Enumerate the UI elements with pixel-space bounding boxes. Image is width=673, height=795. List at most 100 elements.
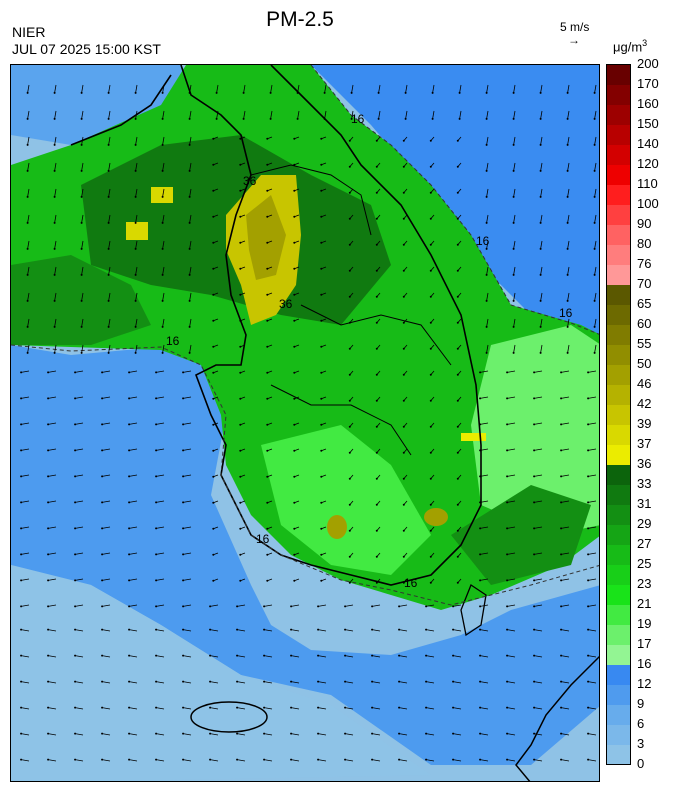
wind-arrow	[540, 344, 543, 353]
colorbar-segment	[607, 504, 630, 525]
wind-arrow-head	[290, 605, 293, 608]
wind-arrow-head	[74, 628, 77, 631]
wind-arrow	[405, 84, 408, 93]
wind-arrow-head	[566, 117, 569, 120]
wind-arrow-head	[425, 758, 428, 761]
wind-arrow-head	[506, 579, 509, 582]
wind-arrow-head	[188, 351, 191, 354]
colorbar-segment	[607, 684, 630, 705]
pm25-map[interactable]: 16 16 16 16 16 36 36 16	[10, 64, 600, 782]
wind-arrow-head	[429, 529, 432, 532]
wind-arrow	[318, 707, 327, 710]
wind-arrow-head	[155, 527, 158, 530]
wind-arrow-head	[182, 628, 185, 631]
wind-arrow	[135, 344, 138, 353]
wind-arrow-head	[398, 706, 401, 709]
wind-arrow	[513, 266, 516, 275]
wind-arrow-head	[479, 628, 482, 631]
wind-arrow-head	[456, 425, 459, 428]
unit-exponent: 3	[642, 38, 648, 48]
wind-arrow-head	[371, 605, 374, 608]
wind-arrow-head	[101, 628, 104, 631]
wind-arrow	[156, 474, 165, 477]
wind-arrow-head	[429, 373, 432, 376]
wind-arrow-head	[344, 758, 347, 761]
wind-arrow-head	[587, 732, 590, 735]
wind-arrow-head	[512, 169, 515, 172]
wind-arrow-head	[101, 732, 104, 735]
wind-arrow	[75, 526, 84, 529]
wind-arrow-head	[161, 247, 164, 250]
wind-arrow	[426, 655, 435, 658]
colorbar-tick-label: 50	[637, 356, 652, 371]
wind-arrow-head	[566, 351, 569, 354]
wind-arrow-head	[348, 217, 351, 220]
wind-arrow-head	[290, 654, 293, 657]
wind-arrow	[480, 759, 489, 762]
wind-arrow-head	[375, 295, 378, 298]
wind-arrow	[507, 448, 516, 451]
wind-arrow-head	[236, 680, 239, 683]
wind-arrow	[189, 162, 192, 171]
wind-arrow-head	[182, 475, 185, 478]
wind-arrow-head	[266, 579, 269, 582]
wind-arrow-head	[533, 475, 536, 478]
wind-arrow	[135, 214, 138, 223]
wind-arrow-head	[560, 654, 563, 657]
wind-arrow-head	[566, 299, 569, 302]
wind-arrow-head	[375, 321, 378, 324]
colorbar-segment	[607, 324, 630, 346]
wind-arrow-head	[506, 706, 509, 709]
wind-arrow-head	[425, 706, 428, 709]
wind-arrow-head	[20, 654, 23, 657]
wind-arrow	[567, 136, 570, 145]
wind-arrow-head	[320, 267, 323, 270]
wind-arrow-head	[212, 319, 215, 322]
wind-arrow-head	[47, 654, 50, 657]
wind-arrow-head	[375, 555, 378, 558]
colorbar-segment	[607, 264, 630, 286]
colorbar-segment	[607, 104, 630, 126]
wind-arrow-head	[26, 325, 29, 328]
wind-arrow-head	[212, 267, 215, 270]
wind-arrow-head	[242, 117, 245, 120]
wind-arrow-head	[398, 732, 401, 735]
wind-arrow	[372, 759, 381, 762]
wind-arrow	[534, 526, 543, 529]
wind-arrow-head	[239, 501, 242, 504]
wind-arrow-head	[429, 139, 432, 142]
colorbar-tick-label: 0	[637, 756, 645, 771]
wind-arrow	[108, 318, 111, 327]
wind-arrow-head	[101, 579, 104, 582]
wind-arrow	[480, 370, 489, 373]
colorbar-segment	[607, 364, 630, 386]
wind-arrow-head	[317, 706, 320, 709]
wind-arrow	[183, 500, 192, 503]
wind-arrow	[561, 681, 570, 684]
wind-arrow-head	[587, 371, 590, 374]
wind-arrow-head	[431, 117, 434, 120]
wind-arrow	[210, 629, 219, 632]
wind-arrow-head	[533, 501, 536, 504]
wind-arrow	[540, 292, 543, 301]
wind-arrow	[48, 396, 57, 399]
wind-arrow	[480, 578, 489, 581]
wind-arrow	[108, 136, 111, 145]
wind-arrow-head	[348, 139, 351, 142]
wind-arrow	[156, 526, 165, 529]
wind-arrow	[102, 759, 111, 762]
wind-arrow	[534, 396, 543, 399]
wind-arrow-head	[266, 189, 269, 192]
colorbar-segment	[607, 304, 630, 326]
wind-arrow-head	[533, 449, 536, 452]
wind-arrow-head	[371, 654, 374, 657]
wind-arrow	[162, 266, 165, 275]
wind-arrow-head	[74, 371, 77, 374]
wind-arrow	[156, 733, 165, 736]
wind-arrow	[270, 84, 273, 93]
wind-arrow-head	[53, 195, 56, 198]
wind-arrow-head	[348, 399, 351, 402]
wind-arrow	[156, 655, 165, 658]
wind-arrow	[81, 188, 84, 197]
colorbar-tick-label: 200	[637, 56, 659, 71]
